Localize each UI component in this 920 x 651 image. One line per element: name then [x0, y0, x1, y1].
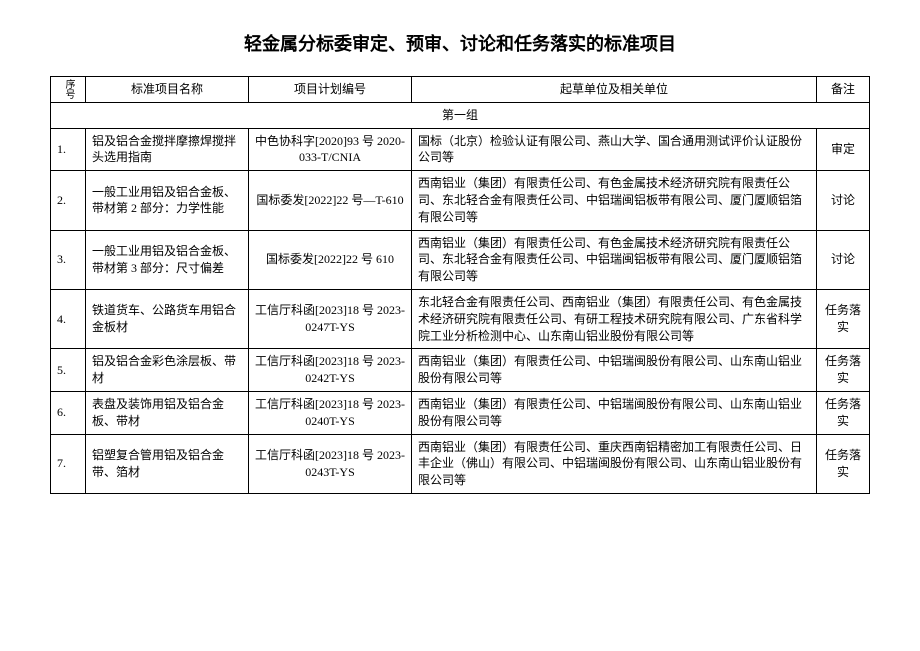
cell-units: 西南铝业（集团）有限责任公司、中铝瑞闽股份有限公司、山东南山铝业股份有限公司等 [412, 391, 817, 434]
cell-seq: 3. [51, 230, 86, 289]
cell-note: 任务落实 [817, 289, 870, 348]
cell-plan: 国标委发[2022]22 号 610 [249, 230, 412, 289]
cell-name: 一般工业用铝及铝合金板、带材第 2 部分：力学性能 [86, 171, 249, 230]
cell-name: 铝及铝合金搅拌摩擦焊搅拌头选用指南 [86, 128, 249, 171]
header-note: 备注 [817, 77, 870, 103]
header-plan: 项目计划编号 [249, 77, 412, 103]
cell-units: 西南铝业（集团）有限责任公司、中铝瑞闽股份有限公司、山东南山铝业股份有限公司等 [412, 349, 817, 392]
group-row: 第一组 [51, 102, 870, 128]
table-row: 1. 铝及铝合金搅拌摩擦焊搅拌头选用指南 中色协科字[2020]93 号 202… [51, 128, 870, 171]
cell-note: 审定 [817, 128, 870, 171]
cell-units: 西南铝业（集团）有限责任公司、重庆西南铝精密加工有限责任公司、日丰企业（佛山）有… [412, 434, 817, 493]
cell-note: 任务落实 [817, 391, 870, 434]
cell-name: 表盘及装饰用铝及铝合金板、带材 [86, 391, 249, 434]
table-header-row: 序号 标准项目名称 项目计划编号 起草单位及相关单位 备注 [51, 77, 870, 103]
cell-note: 讨论 [817, 171, 870, 230]
cell-plan: 工信厅科函[2023]18 号 2023-0240T-YS [249, 391, 412, 434]
cell-plan: 国标委发[2022]22 号—T-610 [249, 171, 412, 230]
table-row: 4. 铁道货车、公路货车用铝合金板材 工信厅科函[2023]18 号 2023-… [51, 289, 870, 348]
table-row: 5. 铝及铝合金彩色涂层板、带材 工信厅科函[2023]18 号 2023-02… [51, 349, 870, 392]
cell-note: 任务落实 [817, 349, 870, 392]
page-title: 轻金属分标委审定、预审、讨论和任务落实的标准项目 [50, 30, 870, 56]
cell-name: 铝塑复合管用铝及铝合金带、箔材 [86, 434, 249, 493]
header-name: 标准项目名称 [86, 77, 249, 103]
cell-note: 任务落实 [817, 434, 870, 493]
table-row: 3. 一般工业用铝及铝合金板、带材第 3 部分：尺寸偏差 国标委发[2022]2… [51, 230, 870, 289]
cell-units: 西南铝业（集团）有限责任公司、有色金属技术经济研究院有限责任公司、东北轻合金有限… [412, 230, 817, 289]
group-label: 第一组 [51, 102, 870, 128]
cell-plan: 工信厅科函[2023]18 号 2023-0243T-YS [249, 434, 412, 493]
cell-seq: 1. [51, 128, 86, 171]
cell-name: 铝及铝合金彩色涂层板、带材 [86, 349, 249, 392]
cell-name: 铁道货车、公路货车用铝合金板材 [86, 289, 249, 348]
cell-name: 一般工业用铝及铝合金板、带材第 3 部分：尺寸偏差 [86, 230, 249, 289]
header-seq: 序号 [51, 77, 86, 103]
cell-seq: 7. [51, 434, 86, 493]
cell-plan: 中色协科字[2020]93 号 2020-033-T/CNIA [249, 128, 412, 171]
cell-seq: 4. [51, 289, 86, 348]
cell-units: 国标（北京）检验认证有限公司、燕山大学、国合通用测试评价认证股份公司等 [412, 128, 817, 171]
cell-units: 西南铝业（集团）有限责任公司、有色金属技术经济研究院有限责任公司、东北轻合金有限… [412, 171, 817, 230]
cell-note: 讨论 [817, 230, 870, 289]
standards-table: 序号 标准项目名称 项目计划编号 起草单位及相关单位 备注 第一组 1. 铝及铝… [50, 76, 870, 494]
cell-plan: 工信厅科函[2023]18 号 2023-0247T-YS [249, 289, 412, 348]
cell-units: 东北轻合金有限责任公司、西南铝业（集团）有限责任公司、有色金属技术经济研究院有限… [412, 289, 817, 348]
table-row: 6. 表盘及装饰用铝及铝合金板、带材 工信厅科函[2023]18 号 2023-… [51, 391, 870, 434]
cell-seq: 6. [51, 391, 86, 434]
cell-seq: 5. [51, 349, 86, 392]
cell-plan: 工信厅科函[2023]18 号 2023-0242T-YS [249, 349, 412, 392]
table-row: 2. 一般工业用铝及铝合金板、带材第 2 部分：力学性能 国标委发[2022]2… [51, 171, 870, 230]
table-row: 7. 铝塑复合管用铝及铝合金带、箔材 工信厅科函[2023]18 号 2023-… [51, 434, 870, 493]
header-units: 起草单位及相关单位 [412, 77, 817, 103]
cell-seq: 2. [51, 171, 86, 230]
